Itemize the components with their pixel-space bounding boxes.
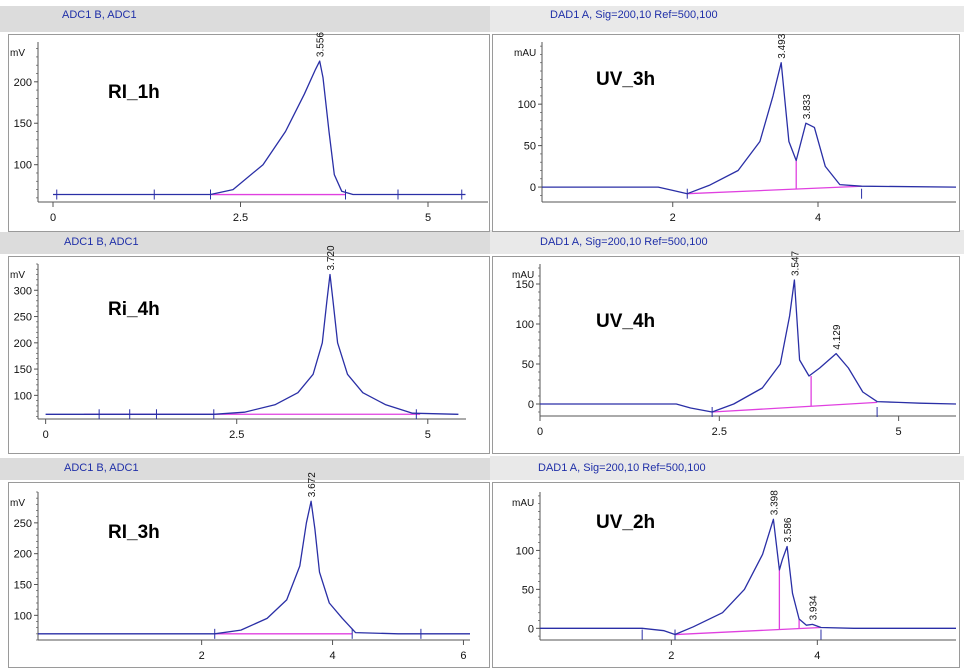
- peak-retention-label: 3.586: [783, 517, 794, 542]
- panel-title-ri-3h: ADC1 B, ADC1: [64, 462, 139, 474]
- chromatogram-trace: [45, 273, 459, 415]
- panel-header-strip: [490, 6, 964, 32]
- panel-frame: [8, 482, 490, 668]
- y-tick-label: 100: [516, 545, 534, 557]
- y-tick-label: 50: [522, 584, 534, 596]
- x-tick-label: 6: [460, 650, 466, 662]
- x-tick-label: 0: [537, 426, 543, 438]
- x-tick-label: 2: [199, 650, 205, 662]
- y-unit: mV: [10, 270, 25, 281]
- panel-header-strip: [0, 6, 490, 32]
- panel-title-ri-1h: ADC1 B, ADC1: [62, 9, 137, 21]
- panel-frame: [8, 34, 490, 232]
- y-tick-label: 0: [530, 182, 536, 194]
- x-tick-label: 5: [425, 212, 431, 224]
- y-tick-label: 150: [14, 364, 32, 376]
- panel-header-strip: [0, 458, 490, 480]
- y-tick-label: 300: [14, 285, 32, 297]
- y-tick-label: 100: [518, 99, 536, 111]
- y-tick-label: 100: [14, 610, 32, 622]
- y-tick-label: 0: [528, 623, 534, 635]
- x-tick-label: 0: [50, 212, 56, 224]
- panel-title-uv-2h: DAD1 A, Sig=200,10 Ref=500,100: [538, 462, 706, 474]
- y-tick-label: 150: [14, 118, 32, 130]
- peak-retention-label: 3.398: [769, 490, 780, 515]
- panel-header-strip: [0, 232, 490, 254]
- y-tick-label: 200: [14, 338, 32, 350]
- y-tick-label: 0: [528, 399, 534, 411]
- chromatogram-trace: [542, 62, 957, 195]
- x-tick-label: 5: [425, 429, 431, 441]
- y-unit: mV: [10, 48, 25, 59]
- chromatogram-trace: [540, 279, 957, 413]
- peak-retention-label: 3.934: [809, 595, 820, 620]
- integration-baseline: [712, 401, 878, 413]
- peak-retention-label: 3.493: [777, 33, 788, 58]
- y-unit: mV: [10, 498, 25, 509]
- panel-header-strip: [490, 456, 964, 480]
- y-tick-label: 50: [522, 359, 534, 371]
- x-tick-label: 2: [670, 212, 676, 224]
- y-unit: mAU: [512, 270, 534, 281]
- integration-baseline: [674, 626, 822, 636]
- panel-header-strip: [490, 230, 964, 254]
- x-tick-label: 2: [668, 650, 674, 662]
- x-tick-label: 2.5: [229, 429, 244, 441]
- x-tick-label: 2.5: [712, 426, 727, 438]
- y-tick-label: 100: [516, 319, 534, 331]
- panel-label: UV_2h: [596, 512, 655, 533]
- y-tick-label: 150: [516, 279, 534, 291]
- x-tick-label: 4: [814, 650, 820, 662]
- peak-retention-label: 3.720: [326, 245, 337, 270]
- x-tick-label: 5: [896, 426, 902, 438]
- panel-frame: [8, 256, 490, 454]
- panel-label: RI_3h: [108, 522, 160, 543]
- y-unit: mAU: [514, 48, 536, 59]
- y-tick-label: 200: [14, 77, 32, 89]
- y-tick-label: 200: [14, 549, 32, 561]
- chromatogram-trace: [38, 500, 470, 635]
- panel-title-uv-4h: DAD1 A, Sig=200,10 Ref=500,100: [540, 236, 708, 248]
- y-tick-label: 250: [14, 518, 32, 530]
- x-tick-label: 4: [815, 212, 821, 224]
- y-tick-label: 250: [14, 312, 32, 324]
- panel-frame: [492, 34, 960, 232]
- y-tick-label: 150: [14, 580, 32, 592]
- y-tick-label: 100: [14, 390, 32, 402]
- y-tick-label: 100: [14, 160, 32, 172]
- x-tick-label: 2.5: [233, 212, 248, 224]
- chromatogram-trace: [53, 60, 466, 196]
- panel-frame: [492, 256, 960, 454]
- peak-retention-label: 3.556: [316, 32, 327, 57]
- panel-label: RI_1h: [108, 82, 160, 103]
- peak-retention-label: 3.833: [802, 94, 813, 119]
- panel-title-ri-4h: ADC1 B, ADC1: [64, 236, 139, 248]
- panel-frame: [492, 482, 960, 668]
- x-tick-label: 0: [43, 429, 49, 441]
- integration-baseline: [687, 185, 862, 195]
- panel-label: UV_3h: [596, 69, 655, 90]
- y-unit: mAU: [512, 498, 534, 509]
- y-tick-label: 50: [524, 141, 536, 153]
- x-tick-label: 4: [329, 650, 335, 662]
- peak-retention-label: 4.129: [832, 324, 843, 349]
- panel-label: UV_4h: [596, 311, 655, 332]
- peak-retention-label: 3.672: [307, 472, 318, 497]
- peak-retention-label: 3.547: [790, 251, 801, 276]
- panel-label: Ri_4h: [108, 299, 160, 320]
- panel-title-uv-3h: DAD1 A, Sig=200,10 Ref=500,100: [550, 9, 718, 21]
- chromatogram-trace: [540, 518, 956, 636]
